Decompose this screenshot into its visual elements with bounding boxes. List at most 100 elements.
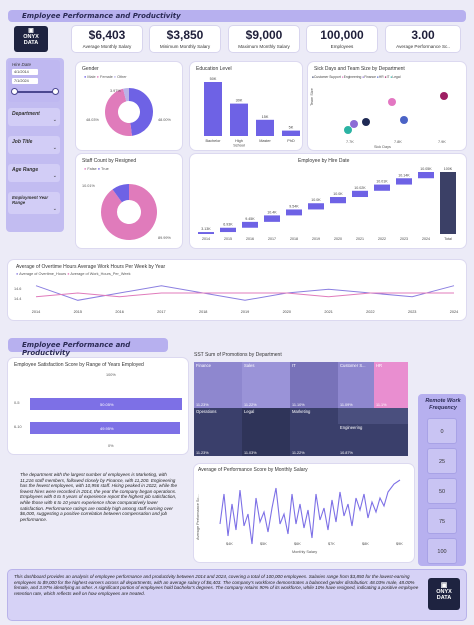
hire-category: 2018 <box>290 237 298 241</box>
hire-date-slider-handle-right[interactable] <box>52 88 59 95</box>
hire-date-slider-handle-left[interactable] <box>11 88 18 95</box>
overtime-year-tick: 2018 <box>199 310 207 314</box>
hire-total-label: 100K <box>444 167 453 171</box>
sick-tick: 7.7K <box>346 140 354 144</box>
hire-to-input[interactable]: 7/1/2024 <box>12 78 38 84</box>
legend-true: True <box>101 167 109 171</box>
remote-option-75[interactable]: 75 <box>427 508 457 534</box>
legend-dot: ● <box>312 75 314 79</box>
education-title: Education Level <box>196 66 232 72</box>
kpi-label: Maximum Monthly Salary <box>238 44 290 49</box>
legend-dot-other: ● <box>113 75 117 79</box>
remote-option-0[interactable]: 0 <box>427 418 457 444</box>
education-category: High <box>235 139 243 143</box>
promo-tile: Sales 11.22% <box>242 362 290 408</box>
kpi-employees: 100,000 Employees <box>307 26 377 52</box>
hire-category: 2023 <box>400 237 408 241</box>
hire-bar-label: 10.0K <box>333 192 343 196</box>
employment-year-slicer-label: Employment Year Range <box>12 195 49 205</box>
satisfaction-cat: 0-5 <box>14 401 20 405</box>
gender-label-female: 48.03% <box>86 118 99 122</box>
gender-slice <box>123 88 129 102</box>
overtime-year-tick: 2017 <box>157 310 165 314</box>
promo-tile: Legal 11.03% <box>242 408 290 456</box>
promo-tile: Engineering 10.87% <box>338 424 408 456</box>
tile-pct: 10.87% <box>340 451 353 455</box>
perf-tick: $9K <box>396 542 403 546</box>
kpi-label: Minimum Monthly Salary <box>159 44 211 49</box>
hire-bar-label: 10.0K <box>311 198 321 202</box>
education-bar <box>282 130 300 136</box>
employment-year-slicer[interactable]: Employment Year Range ⌄ <box>8 192 60 214</box>
tile-name: Sales <box>244 363 255 368</box>
education-bar-label: 50K <box>210 77 217 81</box>
tile-pct: 11.10% <box>292 403 305 407</box>
hire-date-card: Employee by Hire Date 3.13K 2014 6.93K 2015… <box>190 154 466 248</box>
tile-name: IT <box>292 363 296 368</box>
logo-mark-icon: ▣ <box>28 28 34 34</box>
legend-dot-false: ● <box>84 167 87 171</box>
overtime-title: Average of Overtime Hours Average Work H… <box>16 264 166 270</box>
promo-tile-spacer <box>338 408 408 424</box>
kpi-value: 3.00 <box>411 28 435 42</box>
hire-bar <box>396 178 412 185</box>
remote-option-100[interactable]: 100 <box>427 538 457 564</box>
gender-slice <box>129 88 154 136</box>
legend-dot-female: ● <box>96 75 99 79</box>
kpi-label: Average Monthly Salary <box>82 44 132 49</box>
remote-option-50[interactable]: 50 <box>427 478 457 504</box>
resigned-card: Staff Count by Resigned ● False ● True 1… <box>76 154 182 248</box>
perf-tick: $5K <box>260 542 267 546</box>
perf-line-chart <box>219 479 401 545</box>
department-slicer[interactable]: Department ⌄ <box>8 108 60 126</box>
overtime-year-tick: 2016 <box>115 310 123 314</box>
overtime-year-tick: 2023 <box>408 310 416 314</box>
hire-bar-label: 9.45K <box>245 217 255 221</box>
perf-tick: $6K <box>294 542 301 546</box>
legend-female: Female <box>100 75 113 79</box>
hire-bar-label: 3.13K <box>201 227 211 231</box>
education-category: Master <box>259 139 271 143</box>
hire-from-input[interactable]: 4/1/2014 <box>12 69 38 75</box>
resigned-slice <box>101 184 157 240</box>
hire-date-slider-track <box>13 91 57 93</box>
kpi-label: Average Performance Sc.. <box>396 44 450 49</box>
education-bar <box>256 119 274 136</box>
tile-name: Marketing <box>292 409 311 414</box>
hire-bar-label: 9.54K <box>289 204 299 208</box>
legend-dot: ● <box>362 75 365 79</box>
logo-mark-icon: ▣ <box>440 582 448 589</box>
tile-pct: 11.22% <box>292 451 305 455</box>
chevron-down-icon: ⌄ <box>52 173 57 179</box>
gender-label-other: 3.97% <box>110 89 121 93</box>
scatter-point <box>344 126 352 134</box>
hire-bar <box>198 232 214 234</box>
page-title: Employee Performance and Productivity <box>22 12 181 20</box>
perf-tick: $7K <box>328 542 335 546</box>
overtime-year-tick: 2014 <box>32 310 40 314</box>
sick-ylabel: Team Size <box>310 88 314 106</box>
hire-from-value: 4/1/2014 <box>14 70 29 74</box>
age-range-slicer[interactable]: Age Range ⌄ <box>8 164 60 182</box>
job-title-slicer[interactable]: Job Title ⌄ <box>8 136 60 154</box>
resigned-legend: ● False ● True <box>84 167 109 171</box>
kpi-avg-salary: $6,403 Average Monthly Salary <box>72 26 142 52</box>
logo-line2: DATA <box>436 595 452 601</box>
kpi-value: $6,403 <box>88 28 126 42</box>
tile-pct: 11.22% <box>244 403 257 407</box>
chevron-down-icon: ⌄ <box>52 145 57 151</box>
overtime-year-tick: 2019 <box>241 310 249 314</box>
legend-dot: ● <box>376 75 379 79</box>
hire-bar <box>308 203 324 210</box>
hire-bar-label: 6.93K <box>223 223 233 227</box>
sick-days-card: Sick Days and Team Size by Department ●C… <box>308 62 466 150</box>
sick-legend: ●Customer Support ●Engineering ●Finance … <box>312 75 400 79</box>
page2-banner: Employee Performance and Productivity <box>8 338 168 357</box>
remote-option-25[interactable]: 25 <box>427 448 457 474</box>
kpi-performance: 3.00 Average Performance Sc.. <box>386 26 460 52</box>
hire-category: 2022 <box>378 237 386 241</box>
hire-date-title: Employee by Hire Date <box>298 158 350 164</box>
resigned-label-false: 89.99% <box>158 236 171 240</box>
sick-xlabel: Sick Days <box>374 145 391 149</box>
logo-line2: DATA <box>23 40 39 46</box>
